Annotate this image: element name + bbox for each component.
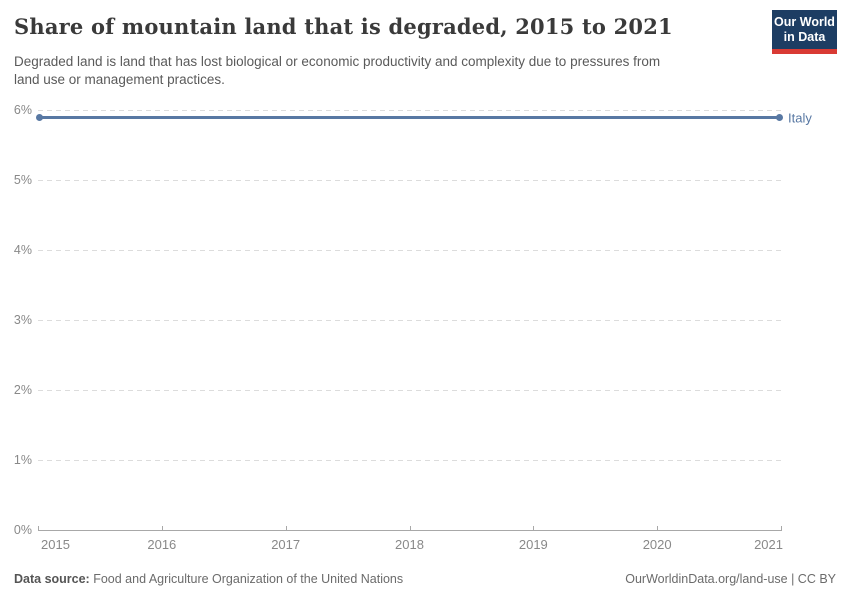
gridline-5pct [38,180,781,181]
plot-area: 6% 5% 4% 3% 2% 1% 0% 2015 2016 2017 2018… [14,103,812,552]
x-tick [285,526,287,531]
x-tick-label: 2017 [271,537,301,552]
x-tick [533,526,535,531]
series-label-italy[interactable]: Italy [788,110,812,126]
y-tick-label: 5% [13,173,32,187]
x-tick [38,526,39,531]
x-tick-label: 2018 [395,537,424,552]
gridline-3pct [38,320,781,321]
chart-subtitle-line1: Degraded land is land that has lost biol… [14,54,661,69]
series-end-dot [776,114,783,122]
y-tick-label: 4% [13,243,32,257]
series-start-dot [36,114,43,122]
x-tick-label: 2021 [754,537,783,552]
gridline-6pct [38,110,781,111]
x-tick-label: 2015 [41,537,70,552]
x-tick [657,526,659,531]
chart-subtitle-line2: land use or management practices. [14,72,225,87]
x-tick [161,526,163,531]
y-tick-label: 6% [13,103,32,117]
x-tick-label: 2019 [518,537,548,552]
x-tick-label: 2020 [642,537,672,552]
y-tick-label: 1% [13,453,32,467]
credit-link[interactable]: OurWorldinData.org/land-use | CC BY [625,572,836,586]
x-tick-label: 2016 [147,537,177,552]
chart-footer: Data source: Food and Agriculture Organi… [14,572,836,586]
y-tick-label: 2% [13,383,32,397]
y-tick-label: 0% [13,523,32,537]
owid-logo-line2: in Data [783,29,826,44]
x-tick [781,526,782,531]
y-tick-label: 3% [13,313,32,327]
chart-subtitle: Degraded land is land that has lost biol… [14,53,660,89]
gridline-1pct [38,460,781,461]
owid-logo[interactable]: Our World in Data [772,10,837,54]
x-tick [409,526,411,531]
data-source-label: Data source: [14,572,90,586]
data-source-value: Food and Agriculture Organization of the… [93,572,404,586]
data-source-text: Data source: Food and Agriculture Organi… [14,572,403,586]
gridline-2pct [38,390,781,391]
series-line-italy[interactable] [39,116,780,120]
owid-logo-line1: Our World [774,14,835,29]
page-title: Share of mountain land that is degraded,… [14,14,673,39]
gridline-4pct [38,250,781,251]
